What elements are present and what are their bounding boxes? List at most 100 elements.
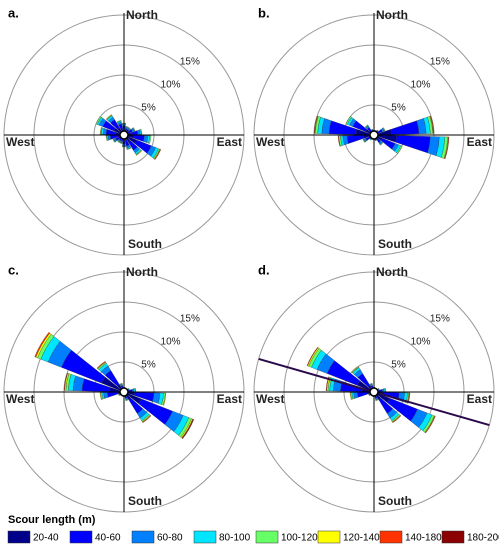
wedge <box>325 376 330 391</box>
legend-label: 80-100 <box>219 533 251 544</box>
rose-panel: 5% 10% 15% b. North South West East <box>253 5 495 256</box>
ring-label: 10% <box>411 337 431 348</box>
legend-label: 60-80 <box>157 533 183 544</box>
wedge <box>99 127 102 135</box>
wedge <box>128 127 131 130</box>
legend-label: 140-180 <box>405 533 442 544</box>
wedge <box>95 116 102 125</box>
wedge <box>357 392 369 398</box>
wedge <box>351 366 359 373</box>
wedge <box>34 332 51 358</box>
wedge <box>368 393 370 396</box>
compass-north: North <box>376 265 408 279</box>
wedge <box>376 129 379 132</box>
ring-label: 15% <box>430 314 450 325</box>
compass-south: South <box>128 494 162 508</box>
wedge <box>382 127 386 132</box>
compass-east: East <box>467 392 492 406</box>
wedge <box>370 128 374 131</box>
compass-north: North <box>126 265 158 279</box>
legend: Scour length (m) 20-40 40-60 60-80 80-100 100… <box>7 514 499 544</box>
ring-label: 10% <box>161 80 181 91</box>
ring-label: 5% <box>141 360 156 371</box>
compass-east: East <box>217 135 242 149</box>
center-dot <box>369 130 379 140</box>
wedge <box>407 392 411 404</box>
ring-label: 5% <box>391 103 406 114</box>
legend-title: Scour length (m) <box>8 514 96 526</box>
wedge <box>362 138 366 143</box>
wedge <box>369 383 373 385</box>
legend-label: 20-40 <box>33 533 59 544</box>
legend-label: 40-60 <box>95 533 121 544</box>
wedge <box>125 126 129 128</box>
legend-label: 100-120 <box>281 533 318 544</box>
wedge <box>395 135 431 154</box>
wedge <box>63 372 68 391</box>
panel-label: c. <box>8 262 19 277</box>
legend-label: 120-140 <box>343 533 380 544</box>
wedge <box>105 114 112 120</box>
center-dot <box>119 387 129 397</box>
legend-swatch <box>255 530 279 544</box>
center-dot <box>119 130 129 140</box>
wedge <box>390 120 420 135</box>
panel-label: a. <box>8 5 19 20</box>
panel-label: d. <box>258 262 270 277</box>
wedge <box>444 136 450 159</box>
center-dot <box>369 387 379 397</box>
compass-west: West <box>256 392 284 406</box>
legend-swatch <box>69 530 93 544</box>
wedge <box>154 149 162 160</box>
rose-panel: 5% 10% 15% a. North South West East <box>3 5 245 256</box>
compass-east: East <box>217 392 242 406</box>
wedge <box>369 138 372 141</box>
legend-label: 180-200 <box>467 533 499 544</box>
compass-west: West <box>256 135 284 149</box>
wedge <box>119 383 123 385</box>
legend-swatch <box>317 530 341 544</box>
compass-east: East <box>467 135 492 149</box>
ring-label: 15% <box>180 57 200 68</box>
wedge <box>132 127 136 132</box>
legend-swatch <box>7 530 31 544</box>
compass-south: South <box>378 237 412 251</box>
wedge <box>128 388 130 391</box>
wedge <box>430 115 435 134</box>
panel-label: b. <box>258 5 270 20</box>
compass-south: South <box>128 237 162 251</box>
wedge <box>182 419 194 439</box>
ring-label: 5% <box>391 360 406 371</box>
legend-swatch <box>441 530 465 544</box>
ring-label: 15% <box>430 57 450 68</box>
compass-south: South <box>378 494 412 508</box>
wedge <box>396 145 403 154</box>
wedge <box>99 392 102 400</box>
wedge <box>337 135 341 147</box>
wedge <box>163 392 167 406</box>
rose-panel: 5% 10% 15% c. North South West East <box>3 262 245 513</box>
wedge <box>374 139 378 142</box>
ring-label: 5% <box>141 103 156 114</box>
compass-west: West <box>6 135 34 149</box>
wedge <box>378 388 380 391</box>
wedge <box>107 392 119 398</box>
legend-swatch <box>131 530 155 544</box>
wedge <box>142 415 152 423</box>
wedge <box>345 116 352 125</box>
wedge <box>424 415 436 434</box>
legend-swatch <box>379 530 403 544</box>
wedge <box>392 415 402 423</box>
wedge <box>379 142 384 146</box>
ring-label: 10% <box>411 80 431 91</box>
compass-north: North <box>126 8 158 22</box>
compass-west: West <box>6 392 34 406</box>
wedge <box>117 140 120 143</box>
legend-swatch <box>193 530 217 544</box>
wedge <box>136 150 143 156</box>
wedge <box>349 392 352 400</box>
wedge <box>306 346 319 367</box>
wedge <box>346 135 364 144</box>
wedge <box>112 138 116 143</box>
